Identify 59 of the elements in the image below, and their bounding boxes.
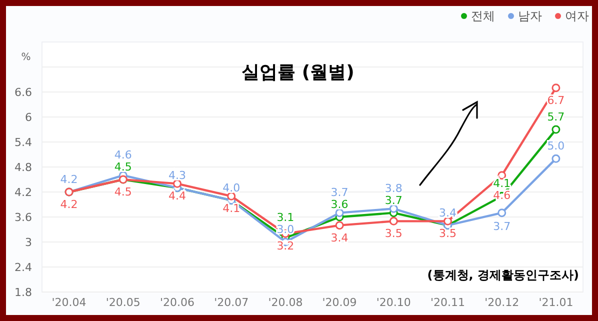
y-tick-label: 4.8 bbox=[14, 161, 32, 174]
x-tick-label: '20.04 bbox=[52, 296, 86, 309]
data-label: 3.2 bbox=[276, 240, 294, 253]
x-tick-label: '20.10 bbox=[376, 296, 411, 309]
data-label: 3.7 bbox=[330, 186, 348, 199]
x-tick-label: '20.08 bbox=[268, 296, 303, 309]
text: 실업률 (월별) bbox=[242, 62, 354, 83]
x-tick-label: '20.09 bbox=[322, 296, 357, 309]
data-label: 3.4 bbox=[439, 206, 456, 220]
data-label: 3.7 bbox=[493, 220, 511, 233]
y-tick-label: 3.6 bbox=[14, 211, 32, 224]
point bbox=[389, 204, 398, 213]
point bbox=[389, 216, 398, 226]
data-label: 4.4 bbox=[168, 190, 186, 203]
data-label: 3.8 bbox=[384, 182, 402, 195]
data-label: 3.6 bbox=[330, 198, 348, 211]
y-tick-label: 6 bbox=[25, 111, 32, 124]
point bbox=[552, 154, 560, 163]
y-tick-label: 5.4 bbox=[14, 136, 32, 149]
point bbox=[227, 192, 236, 200]
data-label: 4.1 bbox=[222, 202, 240, 216]
annotation: (통계청, 경제활동인구조사) bbox=[427, 268, 579, 282]
data-label: 4.1 bbox=[493, 177, 511, 190]
x-tick-label: '20.05 bbox=[106, 296, 140, 309]
data-label: 4.6 bbox=[114, 148, 132, 162]
point bbox=[173, 179, 182, 188]
x-tick-label: '20.12 bbox=[484, 296, 520, 309]
data-label: 5.7 bbox=[547, 110, 565, 124]
legend-label: 남자 bbox=[518, 9, 542, 23]
y-tick-label: 6.6 bbox=[14, 86, 32, 99]
y-tick-label: 3 bbox=[25, 236, 32, 249]
x-tick-label: '20.11 bbox=[430, 296, 466, 309]
legend-label: 여자 bbox=[565, 9, 589, 23]
data-label: 4.3 bbox=[168, 168, 186, 182]
data-label: 5.0 bbox=[547, 140, 565, 153]
y-tick-label: 1.8 bbox=[14, 286, 32, 299]
data-label: 3.1 bbox=[276, 211, 294, 224]
legend-label: 전체 bbox=[471, 9, 495, 23]
point bbox=[444, 216, 452, 226]
data-label: 4.5 bbox=[114, 160, 132, 174]
x-tick-label: '20.06 bbox=[160, 296, 195, 309]
data-label: 4.2 bbox=[60, 173, 78, 186]
data-label: 4.2 bbox=[60, 198, 78, 211]
x-tick-label: '20.07 bbox=[214, 296, 249, 309]
data-label: 4.5 bbox=[114, 186, 132, 198]
x-tick-label: '21.01 bbox=[538, 296, 574, 309]
data-label: 3.5 bbox=[384, 227, 402, 240]
data-label: 3.4 bbox=[330, 231, 348, 244]
y-tick-label: 4.2 bbox=[14, 186, 32, 199]
point bbox=[498, 208, 506, 218]
point bbox=[335, 221, 344, 230]
y-tick-label: 2.4 bbox=[14, 261, 32, 274]
point bbox=[552, 84, 560, 92]
data-label: 4.0 bbox=[222, 181, 240, 194]
y-axis-title: % bbox=[21, 52, 31, 63]
data-label: 3.7 bbox=[384, 194, 402, 207]
data-label: 3.5 bbox=[439, 227, 456, 240]
point bbox=[335, 208, 344, 218]
point bbox=[552, 125, 560, 134]
